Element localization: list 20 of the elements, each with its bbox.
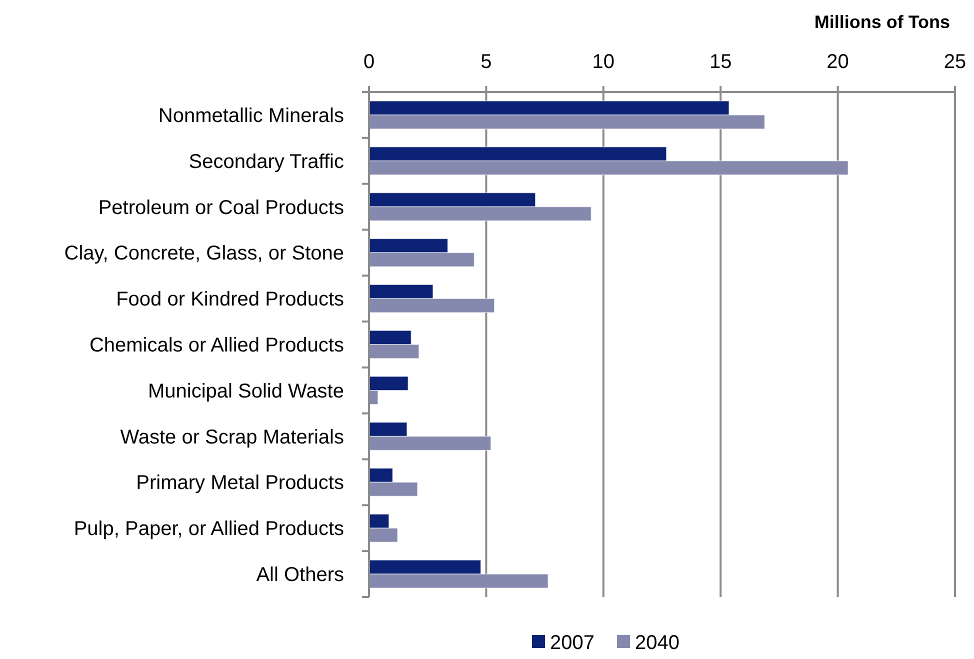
- y-tick-label: Nonmetallic Minerals: [158, 104, 344, 127]
- x-tick-label: 0: [363, 51, 375, 73]
- x-tick-label: 15: [709, 51, 732, 73]
- x-tick-label: 5: [480, 51, 492, 73]
- x-tick-label: 20: [826, 51, 849, 73]
- y-tick-label: Petroleum or Coal Products: [98, 196, 344, 219]
- x-tick-label: 25: [944, 51, 966, 73]
- y-tick-label: Clay, Concrete, Glass, or Stone: [64, 242, 344, 265]
- x-tick-label: 10: [592, 51, 615, 73]
- legend-label: 2007: [550, 632, 594, 654]
- y-tick-label: Waste or Scrap Materials: [120, 426, 344, 448]
- y-tick-label: Chemicals or Allied Products: [89, 334, 344, 356]
- y-tick-label: Secondary Traffic: [188, 150, 344, 173]
- y-tick-label: All Others: [256, 564, 344, 586]
- x-axis-title: Millions of Tons: [814, 12, 950, 32]
- legend-label: 2040: [635, 632, 680, 654]
- y-tick-label: Pulp, Paper, or Allied Products: [74, 518, 344, 540]
- y-tick-label: Primary Metal Products: [136, 472, 344, 494]
- y-tick-label: Municipal Solid Waste: [148, 380, 344, 402]
- y-tick-label: Food or Kindred Products: [116, 288, 344, 311]
